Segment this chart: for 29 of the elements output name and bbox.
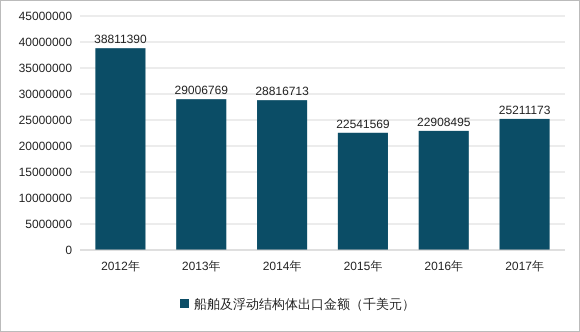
bar <box>257 100 308 250</box>
bar <box>338 132 388 250</box>
y-tick-label: 10000000 <box>18 191 72 206</box>
data-label: 25211173 <box>498 102 551 117</box>
x-tick-label: 2016年 <box>424 259 464 273</box>
bar <box>500 118 550 250</box>
bar <box>95 48 146 250</box>
legend-label: 船舶及浮动结构体出口金额（千美元） <box>194 296 415 312</box>
data-label: 29006769 <box>174 83 228 98</box>
y-tick-label: 20000000 <box>18 139 72 154</box>
y-tick-label: 30000000 <box>18 87 72 102</box>
bar <box>176 99 226 250</box>
data-label: 28816713 <box>255 84 310 98</box>
y-tick-label: 15000000 <box>18 165 72 180</box>
y-tick-label: 45000000 <box>18 9 72 24</box>
data-label: 22908495 <box>417 114 471 129</box>
y-tick-label: 35000000 <box>18 61 72 76</box>
data-label: 38811390 <box>94 32 147 46</box>
x-tick-label: 2017年 <box>505 259 544 273</box>
x-tick-label: 2014年 <box>262 259 302 273</box>
y-tick-label: 25000000 <box>18 113 72 128</box>
x-tick-label: 2015年 <box>344 259 382 273</box>
bar <box>418 130 469 250</box>
y-tick-label: 5000000 <box>25 217 72 232</box>
x-tick-label: 2012年 <box>101 259 140 273</box>
y-tick-label: 0 <box>65 243 72 258</box>
data-label: 22541569 <box>336 116 390 131</box>
y-tick-label: 40000000 <box>18 35 72 50</box>
x-tick-label: 2013年 <box>182 259 221 273</box>
